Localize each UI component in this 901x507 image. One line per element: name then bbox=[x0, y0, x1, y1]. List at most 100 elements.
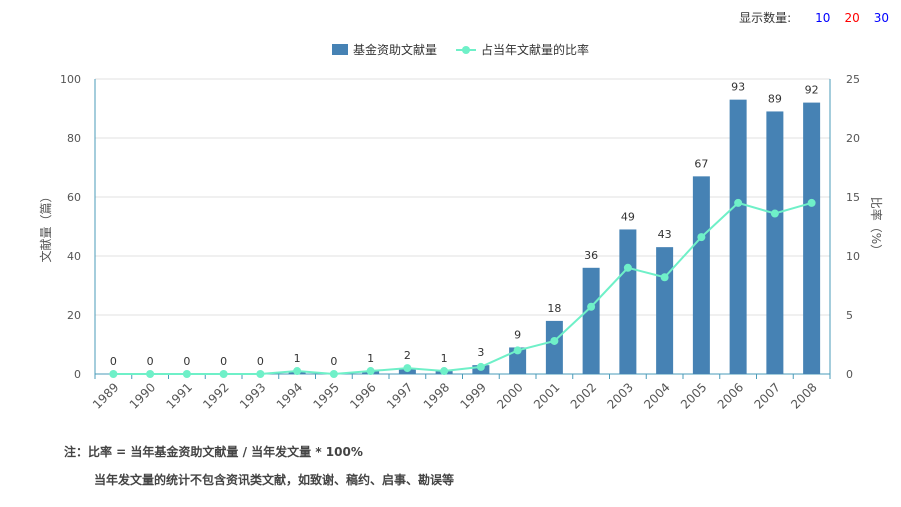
y-right-tick-label: 10 bbox=[846, 250, 860, 263]
ratio-line-series bbox=[109, 198, 816, 378]
bar-value-label: 0 bbox=[110, 355, 117, 368]
bar-value-label: 36 bbox=[584, 249, 598, 262]
x-tick-label: 2007 bbox=[751, 380, 782, 411]
x-tick-label: 2000 bbox=[494, 380, 525, 411]
bar bbox=[729, 99, 747, 375]
bar-value-label: 0 bbox=[183, 355, 190, 368]
ratio-point bbox=[293, 367, 302, 376]
x-tick-label: 1993 bbox=[237, 380, 268, 411]
bar-data-labels: 0 0 0 0 0 1 0 1 2 1 3 9 18 36 49 43 67 93 89 92 bbox=[110, 81, 819, 368]
x-tick-label: 2003 bbox=[604, 380, 635, 411]
count-option-20[interactable]: 20 bbox=[844, 10, 860, 25]
bar-value-label: 92 bbox=[805, 84, 819, 97]
bar-value-label: 2 bbox=[404, 349, 411, 362]
y-left-tick-label: 60 bbox=[67, 191, 81, 204]
x-tick-label: 1994 bbox=[274, 380, 305, 411]
x-axis-tick-labels: 1989 1990 1991 1992 1993 1994 1995 1996 1997 1998… bbox=[90, 380, 820, 411]
ratio-point bbox=[550, 336, 559, 345]
ratio-point bbox=[807, 198, 816, 207]
y-right-tick-label: 20 bbox=[846, 132, 860, 145]
ratio-point bbox=[697, 233, 706, 242]
legend-line-label: 占当年文献量的比率 bbox=[481, 42, 589, 57]
bar-value-label: 0 bbox=[257, 355, 264, 368]
x-tick-label: 2008 bbox=[788, 380, 819, 411]
x-tick-label: 1989 bbox=[90, 380, 121, 411]
y-left-axis-title: 文献量（篇） bbox=[38, 190, 53, 262]
display-count-label: 显示数量: bbox=[739, 11, 792, 25]
display-count-selector: 显示数量: 10 20 30 bbox=[739, 9, 889, 26]
ratio-point bbox=[366, 367, 375, 376]
bar-value-label: 1 bbox=[367, 352, 374, 365]
x-tick-label: 1995 bbox=[310, 380, 341, 411]
bar bbox=[545, 320, 563, 374]
bar-value-label: 43 bbox=[658, 228, 672, 241]
ratio-point bbox=[329, 370, 338, 378]
ratio-point bbox=[660, 273, 669, 282]
y-right-tick-label: 25 bbox=[846, 73, 860, 86]
ratio-point bbox=[146, 370, 155, 378]
legend-bar-swatch bbox=[332, 44, 348, 55]
ratio-point bbox=[403, 364, 412, 373]
bar bbox=[509, 347, 527, 374]
count-option-30[interactable]: 30 bbox=[873, 10, 889, 25]
y-left-tick-label: 80 bbox=[67, 132, 81, 145]
bar-value-label: 0 bbox=[147, 355, 154, 368]
bar-value-label: 9 bbox=[514, 328, 521, 341]
x-tick-label: 1999 bbox=[457, 380, 488, 411]
bar-value-label: 89 bbox=[768, 92, 782, 105]
bar-value-label: 49 bbox=[621, 210, 635, 223]
x-tick-label: 1991 bbox=[163, 380, 194, 411]
bar-value-label: 3 bbox=[477, 346, 484, 359]
bar-value-label: 67 bbox=[694, 157, 708, 170]
x-tick-label: 1996 bbox=[347, 380, 378, 411]
bar-series bbox=[288, 99, 821, 375]
y-right-axis-title: 比率（%） bbox=[869, 197, 884, 256]
bar-value-label: 0 bbox=[330, 355, 337, 368]
x-tick-label: 2002 bbox=[568, 380, 599, 411]
bar bbox=[803, 102, 821, 374]
ratio-point bbox=[219, 370, 228, 378]
bar bbox=[656, 247, 674, 374]
exclusion-note: 当年发文量的统计不包含资讯类文献，如致谢、稿约、启事、勘误等 bbox=[94, 473, 455, 487]
y-right-tick-label: 0 bbox=[846, 368, 853, 381]
ratio-point bbox=[182, 370, 191, 378]
ratio-point bbox=[256, 370, 265, 378]
bar-value-label: 93 bbox=[731, 81, 745, 94]
ratio-point bbox=[109, 370, 118, 378]
ratio-point bbox=[734, 198, 743, 207]
bar-value-label: 0 bbox=[220, 355, 227, 368]
ratio-point bbox=[440, 367, 449, 376]
y-left-tick-label: 0 bbox=[74, 368, 81, 381]
y-left-tick-label: 40 bbox=[67, 250, 81, 263]
x-tick-label: 2005 bbox=[678, 380, 709, 411]
formula-note: 注：比率 = 当年基金资助文献量 / 当年发文量 * 100% bbox=[64, 445, 363, 459]
legend-line-marker bbox=[462, 46, 470, 54]
chart-legend: 基金资助文献量 占当年文献量的比率 bbox=[332, 42, 589, 57]
x-tick-label: 2006 bbox=[715, 380, 746, 411]
ratio-point bbox=[587, 302, 596, 311]
legend-bar-label: 基金资助文献量 bbox=[353, 42, 437, 57]
y-left-tick-label: 100 bbox=[60, 73, 81, 86]
y-left-tick-label: 20 bbox=[67, 309, 81, 322]
funding-literature-chart: 基金资助文献量 占当年文献量的比率 0204060801000510152025文… bbox=[38, 42, 884, 412]
x-tick-label: 1998 bbox=[421, 380, 452, 411]
ratio-point bbox=[770, 209, 779, 218]
bar-value-label: 1 bbox=[441, 352, 448, 365]
y-right-tick-label: 15 bbox=[846, 191, 860, 204]
bar bbox=[692, 176, 710, 374]
x-tick-label: 1997 bbox=[384, 380, 415, 411]
bar-value-label: 1 bbox=[294, 352, 301, 365]
bar bbox=[766, 111, 784, 374]
y-right-tick-label: 5 bbox=[846, 309, 853, 322]
chart-grid bbox=[95, 78, 830, 316]
count-option-10[interactable]: 10 bbox=[815, 10, 831, 25]
x-tick-label: 2001 bbox=[531, 380, 562, 411]
ratio-point bbox=[513, 346, 522, 355]
ratio-point bbox=[623, 263, 632, 272]
bar-value-label: 18 bbox=[547, 302, 561, 315]
bar bbox=[582, 267, 600, 374]
ratio-line bbox=[113, 201, 812, 376]
x-tick-label: 2004 bbox=[641, 380, 672, 411]
x-tick-label: 1990 bbox=[127, 380, 158, 411]
